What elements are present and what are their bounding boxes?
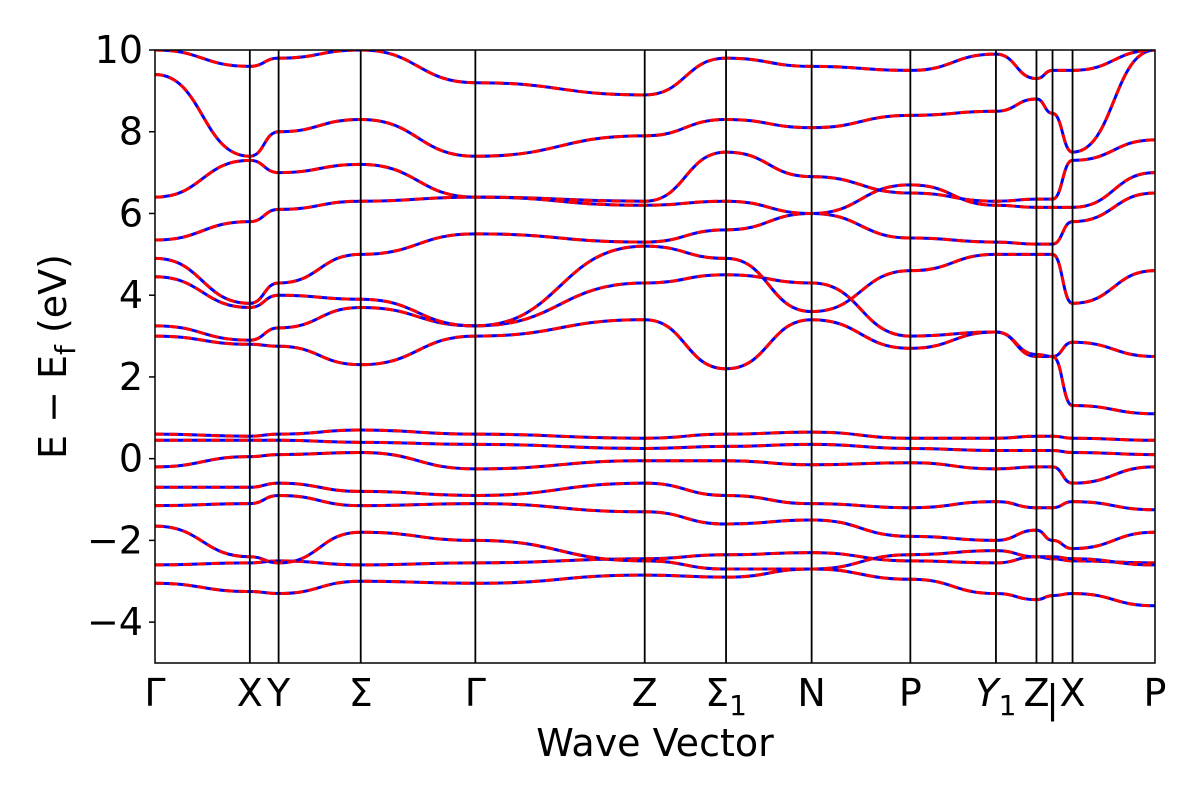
- band-13: [155, 138, 1155, 203]
- band-11-dashed: [155, 191, 1155, 305]
- x-axis-ticks: Γ X Y Σ Γ Z Σ1 N P Y1 Z| X P: [144, 671, 1166, 722]
- x-tick-label: Z: [1023, 671, 1049, 715]
- band-10-dashed: [155, 244, 1155, 328]
- x-tick-label: P: [899, 671, 922, 715]
- band-1: [155, 567, 1155, 608]
- x-tick-label: X: [237, 671, 263, 715]
- x-tick-label: P: [1144, 671, 1167, 715]
- band-6-dashed: [155, 438, 1155, 457]
- x-tick-label: Y: [266, 671, 291, 715]
- band-3: [155, 493, 1155, 551]
- x-tick-label: N: [797, 671, 825, 715]
- y-tick-label: −4: [87, 600, 143, 644]
- y-tick-label: 0: [119, 437, 143, 481]
- band-0-dashed: [155, 551, 1155, 567]
- plot-area: [155, 50, 1155, 608]
- band-5: [155, 451, 1155, 485]
- band-8-dashed: [155, 318, 1155, 371]
- band-10: [155, 244, 1155, 328]
- y-axis-label: E − Ef (eV): [31, 254, 82, 459]
- y-tick-label: −2: [87, 518, 143, 562]
- y-axis-label-text: E − Ef (eV): [31, 254, 82, 459]
- y-axis-ticks: −4 −2 0 2 4 6 8 10: [87, 28, 155, 644]
- band-14: [155, 50, 1155, 158]
- band-9: [155, 273, 1155, 416]
- band-14-dashed: [155, 50, 1155, 158]
- x-tick-label: Γ: [144, 671, 165, 715]
- y-tick-label: 6: [119, 191, 143, 235]
- y-tick-label: 2: [119, 355, 143, 399]
- band-7-dashed: [155, 428, 1155, 442]
- y-tick-label: 10: [95, 28, 143, 72]
- band-11: [155, 191, 1155, 305]
- y-tick-label: 8: [119, 110, 143, 154]
- x-tick-label: Σ1: [705, 671, 747, 722]
- x-tick-label: Z: [632, 671, 658, 715]
- band-4: [155, 481, 1155, 512]
- band-15: [155, 50, 1155, 97]
- band-6: [155, 438, 1155, 457]
- x-tick-label: |: [1046, 677, 1059, 722]
- x-tick-label: Γ: [465, 671, 486, 715]
- x-axis-label: Wave Vector: [536, 721, 774, 765]
- x-tick-label: Σ: [349, 671, 373, 715]
- plot-frame: [154, 49, 1156, 664]
- y-tick-label: 4: [119, 273, 143, 317]
- band-5-dashed: [155, 451, 1155, 485]
- high-symmetry-lines: [248, 50, 1074, 663]
- band-12-dashed: [155, 171, 1155, 242]
- band-1-dashed: [155, 567, 1155, 608]
- band-8: [155, 318, 1155, 371]
- x-tick-label: Y1: [975, 671, 1016, 722]
- x-tick-label: X: [1060, 671, 1086, 715]
